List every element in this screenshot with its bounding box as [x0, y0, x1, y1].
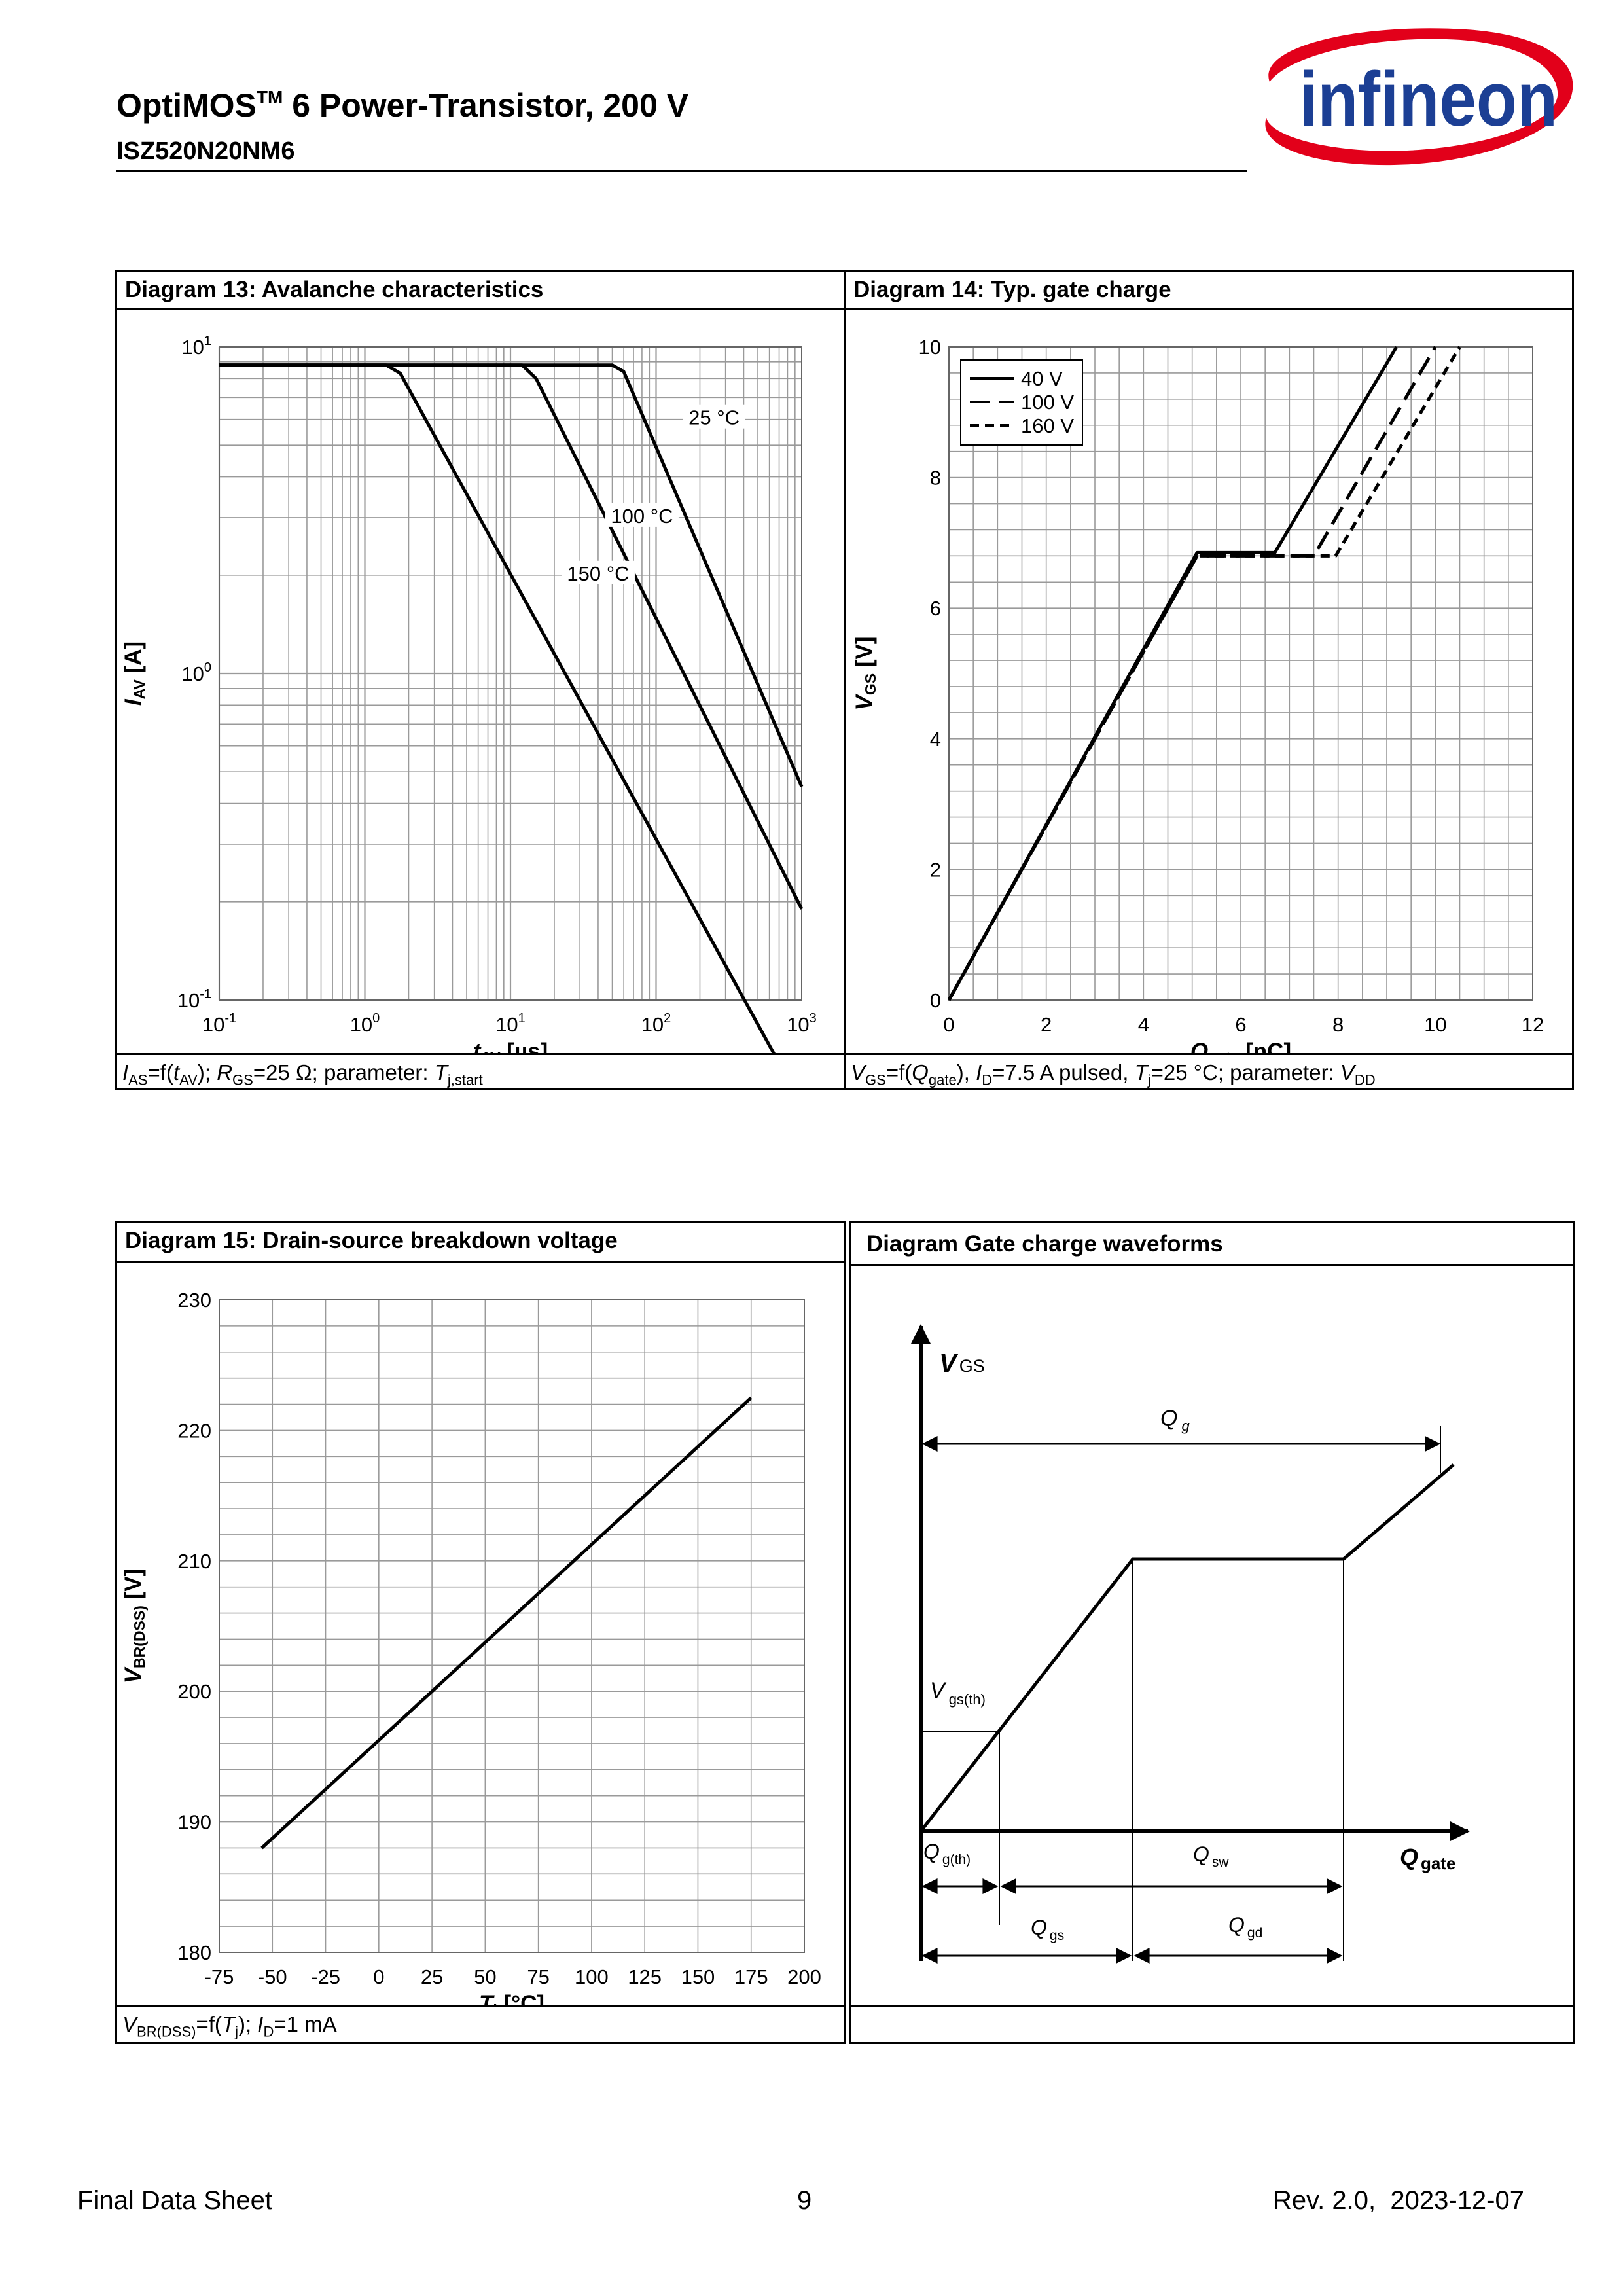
- x-tick-label: 102: [641, 1011, 671, 1036]
- grid: [948, 346, 1533, 1001]
- x-tick-label: 0: [943, 1013, 954, 1036]
- series-line-3: [947, 346, 1461, 1001]
- vgs-label: V GS: [939, 1349, 985, 1378]
- x-tick-label: 101: [495, 1011, 526, 1036]
- logo-wordmark: infineon: [1299, 56, 1558, 143]
- header-rule: [116, 170, 1247, 172]
- y-tick-label: 190: [177, 1811, 211, 1834]
- logo-swoosh: [1265, 28, 1573, 166]
- x-tick-label: 100: [350, 1011, 380, 1036]
- plot-area-border: [948, 346, 1533, 1001]
- document-title: OptiMOSTM 6 Power-Transistor, 200 V: [116, 87, 689, 124]
- x-tick-label: 8: [1332, 1013, 1344, 1036]
- vgs-waveform: [919, 1463, 1455, 1833]
- curve-label-bg: [561, 560, 635, 584]
- waveforms-caption: Diagram Gate charge waveforms: [851, 1223, 1573, 1266]
- diagram-15-footnote: VBR(DSS)=f(Tj); ID=1 mA: [117, 2005, 844, 2044]
- legend-label: 40 V: [1021, 367, 1063, 390]
- x-tick-label: -25: [311, 1965, 340, 1988]
- y-tick-label: 10: [919, 336, 941, 359]
- y-tick-label: 210: [177, 1550, 211, 1573]
- footer-document-type: Final Data Sheet: [77, 2186, 272, 2215]
- x-axis-label: Qgate [nC]: [1190, 1039, 1291, 1053]
- x-tick-label: 10: [1424, 1013, 1446, 1036]
- x-tick-label: 150: [681, 1965, 715, 1988]
- diagram-13-frame: Diagram 13: Avalanche characteristics IA…: [115, 270, 846, 1090]
- legend-label: 100 V: [1021, 391, 1074, 414]
- x-axis-label: tAV [µs]: [473, 1039, 548, 1053]
- x-tick-label: 50: [474, 1965, 496, 1988]
- y-axis-label: VGS [V]: [851, 637, 879, 711]
- curve-label-bg: [683, 404, 745, 429]
- series-line-1: [947, 346, 1399, 1001]
- y-tick-label: 8: [930, 467, 941, 490]
- x-tick-label: 2: [1041, 1013, 1052, 1036]
- x-axis-label: Tj [°C]: [479, 1991, 544, 2005]
- x-tick-label: 175: [734, 1965, 768, 1988]
- x-tick-label: 6: [1235, 1013, 1246, 1036]
- grid: [218, 347, 802, 1001]
- curve-label: 25 °C: [688, 406, 740, 429]
- plot-area-border: [219, 346, 802, 1001]
- waveforms-footnote: [851, 2005, 1573, 2044]
- diagram-13-caption: Diagram 13: Avalanche characteristics: [117, 272, 844, 310]
- y-tick-label: 200: [177, 1680, 211, 1703]
- y-tick-label: 230: [177, 1289, 211, 1312]
- y-tick-label: 180: [177, 1941, 211, 1964]
- diagram-13-footnote: IAS=f(tAV); RGS=25 Ω; parameter: Tj,star…: [117, 1053, 844, 1090]
- curve-label: 100 °C: [611, 505, 673, 528]
- plot-area-border: [219, 1299, 805, 1953]
- series-line-3: [219, 363, 776, 1053]
- x-tick-label: 12: [1522, 1013, 1544, 1036]
- footer-page-number: 9: [797, 2186, 812, 2215]
- series-line-1: [260, 1396, 753, 1850]
- diagram-15-frame: Diagram 15: Drain-source breakdown volta…: [115, 1221, 846, 2044]
- x-tick-label: 4: [1138, 1013, 1149, 1036]
- y-tick-label: 6: [930, 597, 941, 620]
- diagram-14-caption: Diagram 14: Typ. gate charge: [846, 272, 1572, 310]
- waveforms-frame: Diagram Gate charge waveforms: [849, 1221, 1575, 2044]
- curve-label-bg: [605, 503, 679, 527]
- x-tick-label: 75: [527, 1965, 549, 1988]
- x-tick-label: 103: [787, 1011, 817, 1036]
- y-tick-label: 101: [181, 334, 211, 359]
- x-tick-label: 100: [575, 1965, 609, 1988]
- x-tick-label: -75: [205, 1965, 234, 1988]
- part-number: ISZ520N20NM6: [116, 137, 295, 165]
- avalanche-chart: 10-1 100 101 102 103 10-1 100 101 tAV [µs] IAV [A…: [120, 334, 817, 1053]
- x-tick-label: 0: [373, 1965, 384, 1988]
- y-axis-label: IAV [A]: [120, 641, 148, 706]
- y-tick-label: 10-1: [177, 987, 211, 1012]
- curve-label: 150 °C: [567, 562, 629, 585]
- footer-revision: Rev. 2.0, 2023-12-07: [1273, 2186, 1524, 2215]
- diagram-15-caption: Diagram 15: Drain-source breakdown volta…: [117, 1223, 844, 1263]
- gate-charge-chart: 0 2 4 6 8 10 12 0 2 4 6 8 10 Qgate [nC] VGS [V] 40 V100…: [851, 336, 1544, 1053]
- breakdown-voltage-chart: -75 -50 -25 0 25 50 75 100 125 150 175 200 180 190 200…: [120, 1289, 821, 2005]
- grid: [219, 1299, 805, 1953]
- infineon-logo: infineon: [1265, 28, 1573, 166]
- y-tick-label: 220: [177, 1419, 211, 1442]
- y-axis-label: VBR(DSS) [V]: [120, 1569, 148, 1684]
- x-tick-label: 125: [628, 1965, 662, 1988]
- x-tick-label: 10-1: [202, 1011, 236, 1036]
- legend-label: 160 V: [1021, 414, 1074, 437]
- y-tick-label: 4: [930, 728, 941, 751]
- x-tick-label: 25: [421, 1965, 443, 1988]
- diagram-14-frame: Diagram 14: Typ. gate charge VGS=f(Qgate…: [844, 270, 1574, 1090]
- y-tick-label: 100: [181, 660, 211, 685]
- y-tick-label: 0: [930, 989, 941, 1012]
- x-tick-label: -50: [258, 1965, 287, 1988]
- diagram-14-footnote: VGS=f(Qgate), ID=7.5 A pulsed, Tj=25 °C;…: [846, 1053, 1572, 1090]
- x-tick-label: 200: [787, 1965, 821, 1988]
- y-tick-label: 2: [930, 858, 941, 881]
